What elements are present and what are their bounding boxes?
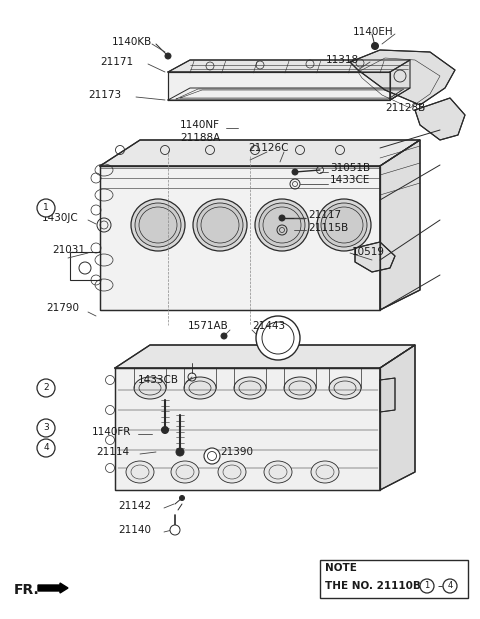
Text: 1140KB: 1140KB [112,37,152,47]
Circle shape [176,448,184,456]
Text: –: – [437,581,442,591]
Polygon shape [355,242,395,272]
Text: 21443: 21443 [252,321,285,331]
Circle shape [292,169,298,175]
Text: 21128B: 21128B [385,103,425,113]
Text: 11318: 11318 [326,55,359,65]
Circle shape [279,215,285,221]
Ellipse shape [126,461,154,483]
Ellipse shape [317,199,371,251]
Polygon shape [168,60,410,72]
Circle shape [420,579,434,593]
Text: 21126C: 21126C [248,143,288,153]
Text: 1: 1 [424,581,430,591]
Ellipse shape [234,377,266,399]
Ellipse shape [131,199,185,251]
Text: 21790: 21790 [46,303,79,313]
Circle shape [372,43,379,50]
Bar [320,560,468,598]
Text: NOTE: NOTE [325,563,357,573]
Ellipse shape [311,461,339,483]
Text: 1: 1 [43,204,49,212]
Text: 21173: 21173 [88,90,121,100]
Text: 21115B: 21115B [308,223,348,233]
Polygon shape [380,345,415,490]
Circle shape [256,316,300,360]
Polygon shape [168,72,390,100]
Text: 21171: 21171 [100,57,133,67]
Text: FR.: FR. [14,583,40,597]
Polygon shape [115,368,380,490]
Ellipse shape [134,377,166,399]
Text: 10519: 10519 [352,247,385,257]
Ellipse shape [284,377,316,399]
Polygon shape [380,140,420,310]
Circle shape [165,53,171,59]
Ellipse shape [321,203,367,247]
Text: 21142: 21142 [118,501,151,511]
Polygon shape [115,345,415,368]
Circle shape [221,333,227,339]
Circle shape [37,439,55,457]
Circle shape [37,199,55,217]
Polygon shape [168,88,410,100]
Circle shape [204,448,220,464]
Text: 1433CB: 1433CB [138,375,179,385]
Text: 2: 2 [43,384,49,392]
Text: 3: 3 [43,423,49,433]
Text: 1140FR: 1140FR [92,427,132,437]
Text: 21140: 21140 [118,525,151,535]
Ellipse shape [255,199,309,251]
Ellipse shape [259,203,305,247]
Polygon shape [380,378,395,412]
Polygon shape [415,98,465,140]
Circle shape [180,495,184,501]
Polygon shape [390,60,410,100]
Circle shape [170,525,180,535]
Polygon shape [100,140,420,166]
Polygon shape [350,50,455,105]
Ellipse shape [171,461,199,483]
Text: 4: 4 [447,581,453,591]
Circle shape [161,426,168,433]
Ellipse shape [197,203,243,247]
Ellipse shape [264,461,292,483]
Text: 1433CE: 1433CE [330,175,371,185]
Text: 21114: 21114 [96,447,129,457]
Text: 1430JC: 1430JC [42,213,79,223]
FancyArrow shape [38,583,68,593]
Bar [70,252,100,280]
Text: 31051B: 31051B [330,163,370,173]
Text: 1140EH: 1140EH [353,27,394,37]
Text: THE NO. 21110B :: THE NO. 21110B : [325,581,429,591]
Circle shape [37,379,55,397]
Circle shape [443,579,457,593]
Ellipse shape [135,203,181,247]
Text: 1140NF: 1140NF [180,120,220,130]
Text: 21031: 21031 [52,245,85,255]
Polygon shape [100,166,380,310]
Ellipse shape [329,377,361,399]
Text: 21117: 21117 [308,210,341,220]
Text: 21188A: 21188A [180,133,220,143]
Text: 21390: 21390 [220,447,253,457]
Ellipse shape [193,199,247,251]
Ellipse shape [218,461,246,483]
Circle shape [37,419,55,437]
Text: 4: 4 [43,443,49,452]
Text: 1571AB: 1571AB [188,321,229,331]
Ellipse shape [184,377,216,399]
